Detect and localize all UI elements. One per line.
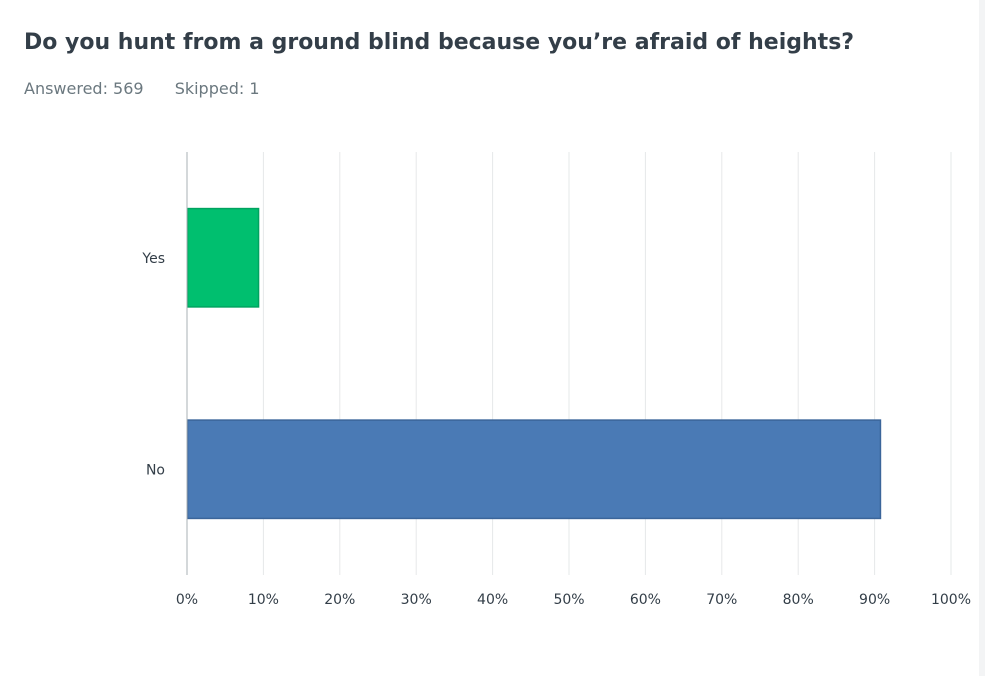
category-labels: Yes No [141, 251, 165, 479]
question-title: Do you hunt from a ground blind because … [24, 30, 855, 55]
tick-labels: 0% 10% 20% 30% 40% 50% 60% 70% 80% 90% 100% [176, 592, 971, 608]
scrollbar-track[interactable] [979, 0, 985, 676]
category-label-yes: Yes [141, 251, 165, 267]
x-tick-label: 10% [248, 592, 279, 608]
x-tick-label: 0% [176, 592, 198, 608]
bar-yes[interactable] [186, 207, 260, 308]
x-tick-label: 80% [783, 592, 814, 608]
x-tick-label: 30% [401, 592, 432, 608]
x-tick-label: 40% [477, 592, 508, 608]
x-tick-label: 70% [706, 592, 737, 608]
bar-no[interactable] [186, 419, 882, 520]
x-tick-label: 60% [630, 592, 661, 608]
response-stats: Answered: 569 Skipped: 1 [24, 79, 286, 98]
answered-count: Answered: 569 [24, 79, 144, 98]
x-tick-label: 20% [324, 592, 355, 608]
x-tick-label: 100% [931, 592, 971, 608]
category-label-no: No [146, 462, 165, 478]
x-tick-label: 50% [553, 592, 584, 608]
skipped-count: Skipped: 1 [174, 79, 260, 98]
bars [186, 207, 882, 520]
x-tick-label: 90% [859, 592, 890, 608]
